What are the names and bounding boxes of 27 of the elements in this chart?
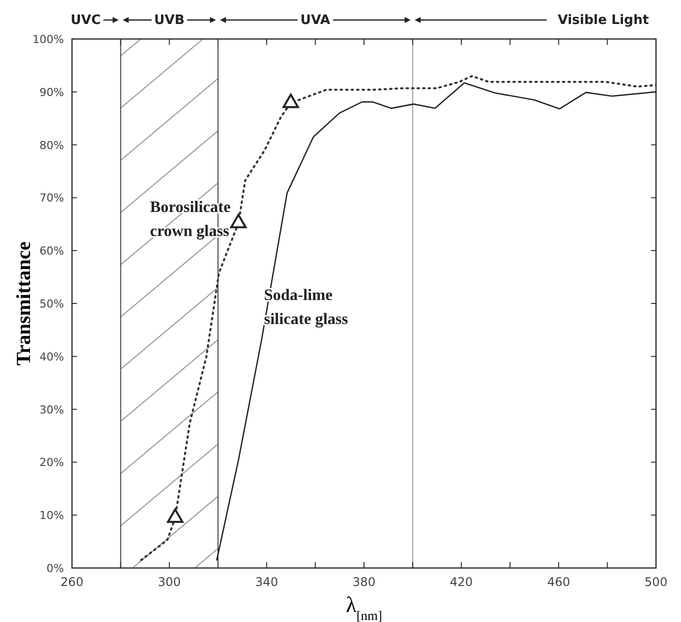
y-tick-label: 40% [40,350,64,364]
text: UVA [300,13,330,28]
y-axis-title: Transmittance [13,241,35,366]
point [230,214,247,228]
y-tick-label: 0% [46,562,64,575]
x-tick-label: 300 [158,575,181,589]
x-tick-label: 460 [547,575,570,589]
x-tick-label: 380 [352,575,376,589]
y-tick-label: 60% [40,244,64,258]
x-tick-label: 500 [644,575,668,589]
y-tick-label: 80% [40,138,64,152]
text: UVB [154,13,185,28]
y-tick-label: 100% [32,33,64,46]
x-tick-label: 340 [255,575,278,589]
point [166,508,184,523]
y-tick-label: 30% [40,403,64,416]
y-tick-label: 90% [40,86,64,99]
text: UVC [70,13,101,28]
point [282,94,299,108]
y-tick-label: 70% [40,192,64,205]
y-tick-label: 10% [40,509,64,522]
text: Visible Light [558,13,649,28]
x-tick-label: 260 [60,575,84,589]
y-tick-label: 50% [40,298,64,310]
y-tick-label: 20% [40,456,64,470]
x-axis-title: λ$_{[nm]}$ [346,592,382,622]
x-tick-label: 420 [450,575,473,589]
